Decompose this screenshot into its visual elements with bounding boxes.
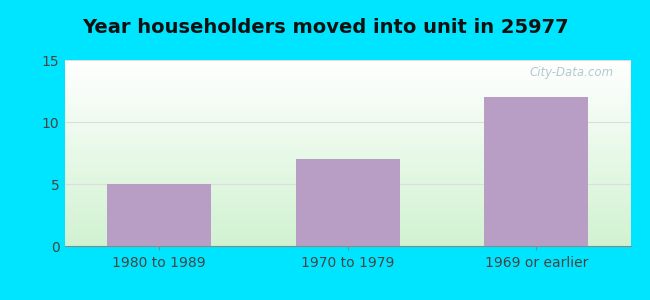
Text: City-Data.com: City-Data.com — [529, 66, 614, 79]
Bar — [107, 184, 211, 246]
Bar — [484, 97, 588, 246]
Text: Year householders moved into unit in 25977: Year householders moved into unit in 259… — [82, 18, 568, 37]
Bar — [296, 159, 400, 246]
